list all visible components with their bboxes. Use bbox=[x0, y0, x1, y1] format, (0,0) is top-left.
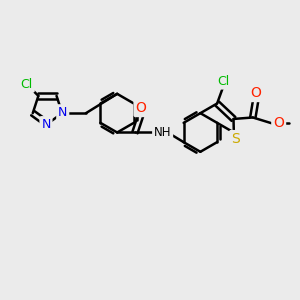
Text: N: N bbox=[58, 106, 68, 119]
Text: O: O bbox=[136, 101, 146, 115]
Text: NH: NH bbox=[154, 126, 171, 139]
Text: Cl: Cl bbox=[21, 78, 33, 91]
Text: Cl: Cl bbox=[217, 75, 229, 88]
Text: N: N bbox=[41, 118, 51, 131]
Text: O: O bbox=[250, 86, 261, 100]
Text: S: S bbox=[231, 132, 240, 146]
Text: O: O bbox=[273, 116, 284, 130]
